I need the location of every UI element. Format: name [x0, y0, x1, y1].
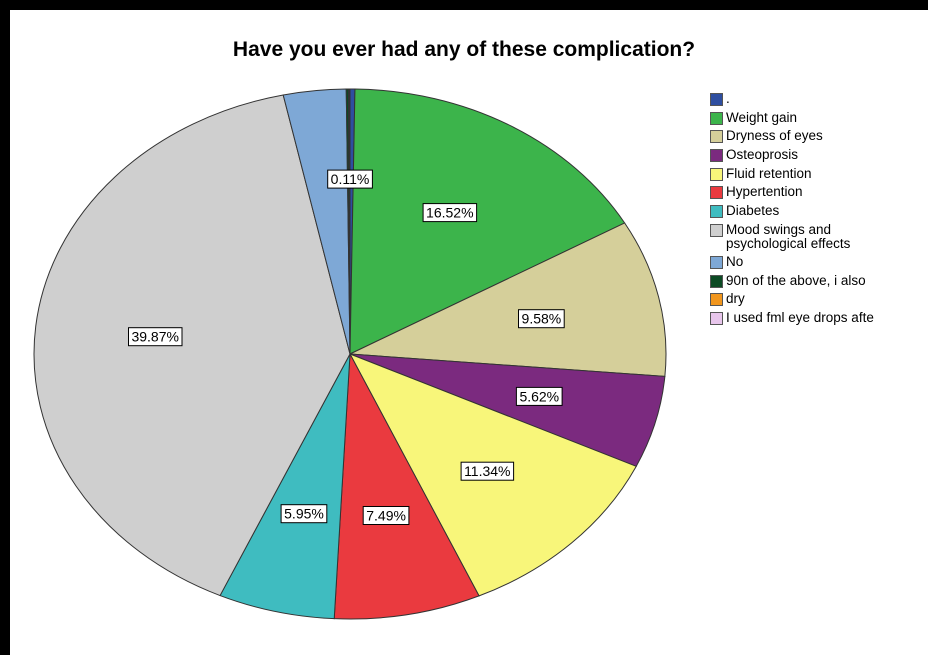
pie-slice: [33, 94, 351, 597]
svg-text:5.62%: 5.62%: [519, 388, 559, 404]
legend-label: No: [726, 253, 744, 269]
legend-label-line: Diabetes: [726, 203, 780, 219]
legend-swatch: [710, 111, 723, 125]
slice-data-label: 5.62%: [515, 386, 563, 406]
legend-label: Osteoprosis: [726, 148, 798, 162]
legend-item: Weight gain: [710, 109, 874, 130]
legend-label-line: Mood swings and: [726, 221, 832, 237]
legend-label: Diabetes: [726, 204, 779, 218]
legend-label: Weight gain: [726, 109, 798, 125]
legend-label-line: 90n of the above, i also: [726, 272, 866, 288]
svg-text:11.34%: 11.34%: [464, 463, 510, 479]
legend-label: .: [726, 92, 730, 106]
legend-label-line: Weight gain: [726, 109, 798, 125]
legend-item: dry: [710, 292, 874, 311]
svg-text:7.49%: 7.49%: [366, 508, 406, 524]
legend-swatch: [710, 186, 723, 200]
legend: . Weight gain Dryness of eyes Osteoprosis Fl…: [710, 92, 874, 330]
pie-slice: [348, 222, 667, 377]
legend-label-line: Dryness of eyes: [726, 128, 823, 144]
legend-item: .: [710, 92, 874, 111]
svg-text:9.58%: 9.58%: [522, 311, 562, 327]
legend-label-line: Osteoprosis: [726, 147, 799, 163]
slice-data-label: 9.58%: [518, 309, 565, 329]
pie-slice: [333, 352, 480, 620]
slice-data-label: 16.52%: [422, 203, 478, 223]
legend-label: Mood swings and psychological effects: [726, 221, 851, 251]
pie-chart: 16.52% 9.58% 5.62% 11.34% 7.49% 5.95% 39.87% 0.…: [33, 88, 667, 620]
legend-label-line: I used fml eye drops afte: [726, 309, 874, 325]
legend-label: Fluid retention: [726, 165, 812, 181]
legend-label-line: psychological effects: [726, 235, 851, 251]
legend-label: Hypertention: [726, 185, 803, 199]
slice-data-label: 11.34%: [460, 461, 515, 481]
legend-swatch: [710, 93, 723, 106]
legend-item: I used fml eye drops afte: [710, 309, 874, 330]
legend-item: Dryness of eyes: [710, 129, 874, 148]
legend-item: No: [710, 253, 874, 274]
legend-swatch: [710, 255, 723, 269]
legend-label-line: No: [726, 253, 744, 269]
svg-text:5.95%: 5.95%: [284, 506, 324, 522]
legend-item: Mood swings and psychological effects: [710, 221, 874, 255]
svg-text:39.87%: 39.87%: [131, 329, 178, 345]
legend-swatch: [710, 149, 723, 163]
svg-text:16.52%: 16.52%: [426, 205, 473, 221]
legend-label-line: dry: [726, 291, 745, 307]
legend-label: I used fml eye drops afte: [726, 309, 874, 325]
legend-item: Fluid retention: [710, 165, 874, 186]
legend-swatch: [710, 130, 723, 144]
legend-swatch: [710, 311, 723, 325]
legend-label-line: Hypertention: [726, 184, 803, 200]
svg-text:0.11%: 0.11%: [331, 171, 370, 187]
legend-label: Dryness of eyes: [726, 129, 823, 143]
legend-label-line: Fluid retention: [726, 165, 812, 181]
slice-data-label: 5.95%: [280, 504, 328, 524]
legend-item: Diabetes: [710, 204, 874, 223]
legend-swatch: [710, 293, 723, 307]
pie-slice: [349, 88, 626, 355]
legend-label: dry: [726, 292, 745, 306]
slice-data-label: 39.87%: [128, 327, 183, 347]
legend-label-line: .: [726, 91, 730, 106]
legend-swatch: [710, 223, 723, 237]
chart-title: Have you ever had any of these complicat…: [232, 38, 696, 61]
legend-swatch: [710, 274, 723, 288]
legend-item: 90n of the above, i also: [710, 272, 874, 293]
legend-swatch: [710, 205, 723, 219]
pie-slice: [348, 88, 351, 355]
legend-label: 90n of the above, i also: [726, 272, 866, 288]
chart-frame: Have you ever had any of these complicat…: [10, 10, 928, 655]
legend-item: Osteoprosis: [710, 148, 874, 167]
legend-item: Hypertention: [710, 185, 874, 204]
slice-data-label: 0.11%: [327, 169, 373, 189]
legend-swatch: [710, 167, 723, 181]
slice-data-label: 7.49%: [362, 506, 410, 525]
